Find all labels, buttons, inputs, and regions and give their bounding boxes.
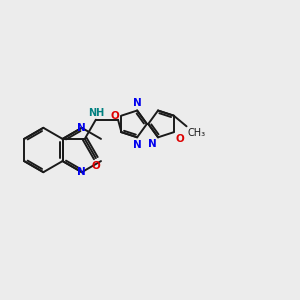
Text: NH: NH — [88, 108, 105, 118]
Text: N: N — [77, 123, 86, 133]
Text: O: O — [92, 161, 100, 171]
Text: N: N — [148, 139, 156, 149]
Text: O: O — [176, 134, 184, 144]
Text: N: N — [77, 167, 86, 177]
Text: CH₃: CH₃ — [188, 128, 206, 138]
Text: N: N — [133, 98, 142, 108]
Text: N: N — [133, 140, 142, 150]
Text: O: O — [110, 111, 119, 121]
